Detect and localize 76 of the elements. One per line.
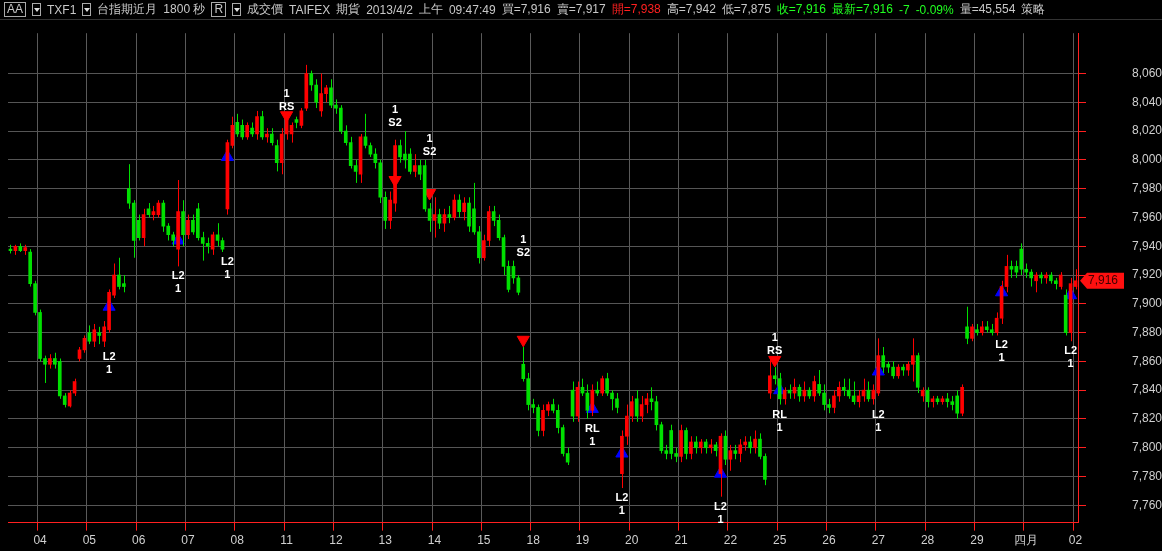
x-tick-label: 19	[575, 533, 590, 548]
text: TXF1	[47, 2, 77, 17]
x-tick-label: 26	[822, 533, 836, 548]
text: 量=45,554	[959, 1, 1016, 18]
text: 1 RS	[767, 330, 783, 356]
text: 台指期近月	[97, 1, 158, 18]
text: 上午	[418, 1, 443, 18]
x-tick-label: 02	[1068, 533, 1083, 548]
x-tick-label: 04	[33, 533, 48, 548]
text: 賣=7,917	[556, 1, 606, 18]
text: 成交價	[247, 1, 284, 18]
y-tick-label: 7,900	[1131, 296, 1162, 311]
y-tick-label: 7,940	[1131, 238, 1162, 253]
text: AA	[4, 2, 27, 17]
text: L2 1	[871, 407, 885, 433]
text: 收=7,916	[776, 1, 826, 18]
text: L2 1	[995, 338, 1008, 364]
x-tick-label: 13	[378, 533, 393, 548]
text: 1 S2	[422, 131, 437, 157]
y-tick-label: 8,020	[1131, 123, 1162, 138]
x-tick-label: 27	[871, 533, 886, 548]
x-tick-label: 07	[181, 533, 195, 548]
text: 期貨	[336, 1, 361, 18]
text: R	[211, 2, 227, 17]
text: 高=7,942	[666, 1, 716, 18]
y-tick-label: 7,860	[1131, 353, 1162, 368]
text: L2 1	[714, 499, 727, 525]
y-tick-label: 7,920	[1131, 267, 1162, 282]
text: L2 1	[171, 269, 185, 295]
y-tick-label: 7,760	[1131, 497, 1162, 512]
x-tick-label: 14	[427, 533, 442, 548]
text: 7,916	[1088, 273, 1119, 288]
y-tick-label: 7,800	[1131, 440, 1162, 455]
text: 1 S2	[388, 103, 402, 129]
text: L2 1	[615, 491, 629, 517]
y-tick-label: 7,820	[1131, 411, 1162, 426]
y-tick-label: 7,780	[1131, 468, 1162, 483]
y-tick-label: 7,980	[1131, 180, 1162, 195]
text: 最新=7,916	[831, 1, 893, 18]
x-tick-label: 22	[723, 533, 738, 548]
text: L2 1	[1064, 344, 1078, 370]
x-tick-label: 08	[230, 533, 245, 548]
text: 低=7,875	[721, 1, 771, 18]
text: 策略	[1021, 1, 1046, 18]
text: -0.09%	[915, 2, 954, 17]
x-tick-label: 11	[280, 533, 294, 548]
x-tick-label: 06	[131, 533, 146, 548]
text: 2013/4/2	[366, 2, 413, 17]
text: 1 S2	[516, 232, 531, 258]
text: RL 1	[772, 407, 788, 433]
y-tick-label: 7,880	[1131, 324, 1162, 339]
x-tick-label: 20	[625, 533, 639, 548]
y-tick-label: 7,960	[1131, 209, 1162, 224]
x-tick-label: 15	[477, 533, 491, 548]
y-tick-label: 8,040	[1131, 94, 1162, 109]
text: -7	[898, 2, 910, 17]
series-label: RL 1	[584, 421, 600, 447]
text: 1800 秒	[163, 1, 206, 18]
y-tick-label: 7,840	[1131, 382, 1162, 397]
x-tick-label: 18	[526, 533, 541, 548]
text: L2 1	[221, 254, 234, 280]
text: 09:47:49	[448, 2, 496, 17]
text: TAIFEX	[289, 2, 331, 17]
x-tick-label: 28	[920, 533, 935, 548]
x-tick-label: 21	[674, 533, 689, 548]
x-tick-label: 25	[773, 533, 787, 548]
text: L2 1	[102, 349, 116, 375]
text: 開=7,938	[611, 1, 661, 18]
x-tick-label: 12	[329, 533, 343, 548]
y-tick-label: 8,060	[1131, 65, 1162, 80]
x-tick-label: 05	[82, 533, 97, 548]
text: 買=7,916	[501, 1, 551, 18]
series-label: 1 RS	[278, 87, 295, 113]
x-tick-label: 四月	[1014, 533, 1039, 548]
y-tick-label: 8,000	[1131, 152, 1162, 167]
x-tick-label: 29	[970, 533, 984, 548]
